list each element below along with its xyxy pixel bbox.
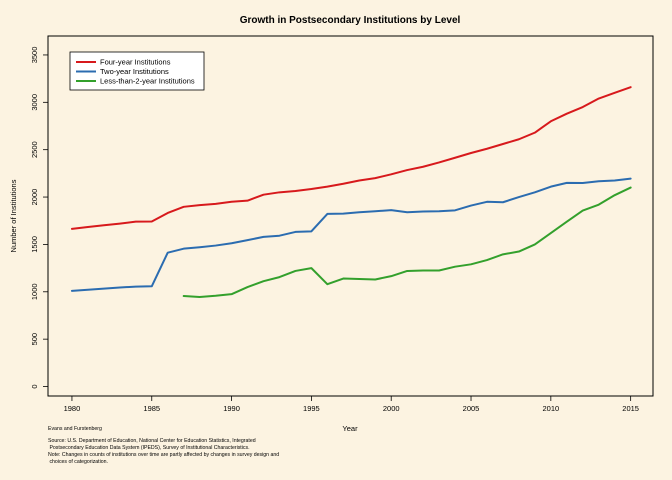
y-axis-label: Number of Institutions	[9, 179, 18, 252]
x-tick-label: 2005	[463, 404, 480, 413]
legend-label-two-year: Two-year Institutions	[100, 67, 169, 76]
series-line-less-than-2-year	[182, 186, 632, 298]
y-tick-label: 2500	[30, 141, 39, 158]
x-tick-label: 1980	[64, 404, 81, 413]
y-tick-label: 3000	[30, 94, 39, 111]
source-line-2: Postsecondary Education Data System (IPE…	[48, 445, 250, 451]
series-layer	[70, 86, 632, 298]
x-tick-label: 2010	[542, 404, 559, 413]
note-line-1: Note: Changes in counts of institutions …	[48, 452, 279, 458]
y-tick-label: 1500	[30, 236, 39, 253]
x-axis-label: Year	[342, 424, 358, 433]
chart-title: Growth in Postsecondary Institutions by …	[240, 15, 461, 26]
x-tick-label: 2000	[383, 404, 400, 413]
legend-label-less-than-2-year: Less-than-2-year Institutions	[100, 77, 195, 86]
y-tick-label: 500	[30, 333, 39, 346]
y-tick-label: 0	[30, 384, 39, 388]
series-line-two-year	[70, 177, 632, 292]
y-tick-label: 2000	[30, 189, 39, 206]
legend-label-four-year: Four-year Institutions	[100, 58, 171, 67]
x-tick-label: 1990	[223, 404, 240, 413]
x-tick-label: 1995	[303, 404, 320, 413]
series-line-four-year	[70, 86, 632, 230]
y-axis: 0 500 1000 1500 2000 2500 3000 3500	[30, 47, 48, 389]
legend: Four-year Institutions Two-year Institut…	[69, 51, 205, 91]
plot-frame	[47, 35, 654, 397]
y-tick-label: 3500	[30, 47, 39, 64]
source-line-1: Source: U.S. Department of Education, Na…	[48, 438, 256, 444]
note-line-2: choices of categorization.	[48, 459, 108, 465]
author-credit: Evans and Furstenberg	[48, 426, 102, 432]
x-axis: 1980 1985 1990 1995 2000 2005 2010 2015	[64, 396, 639, 413]
x-tick-label: 2015	[622, 404, 639, 413]
y-tick-label: 1000	[30, 283, 39, 300]
x-tick-label: 1985	[143, 404, 160, 413]
